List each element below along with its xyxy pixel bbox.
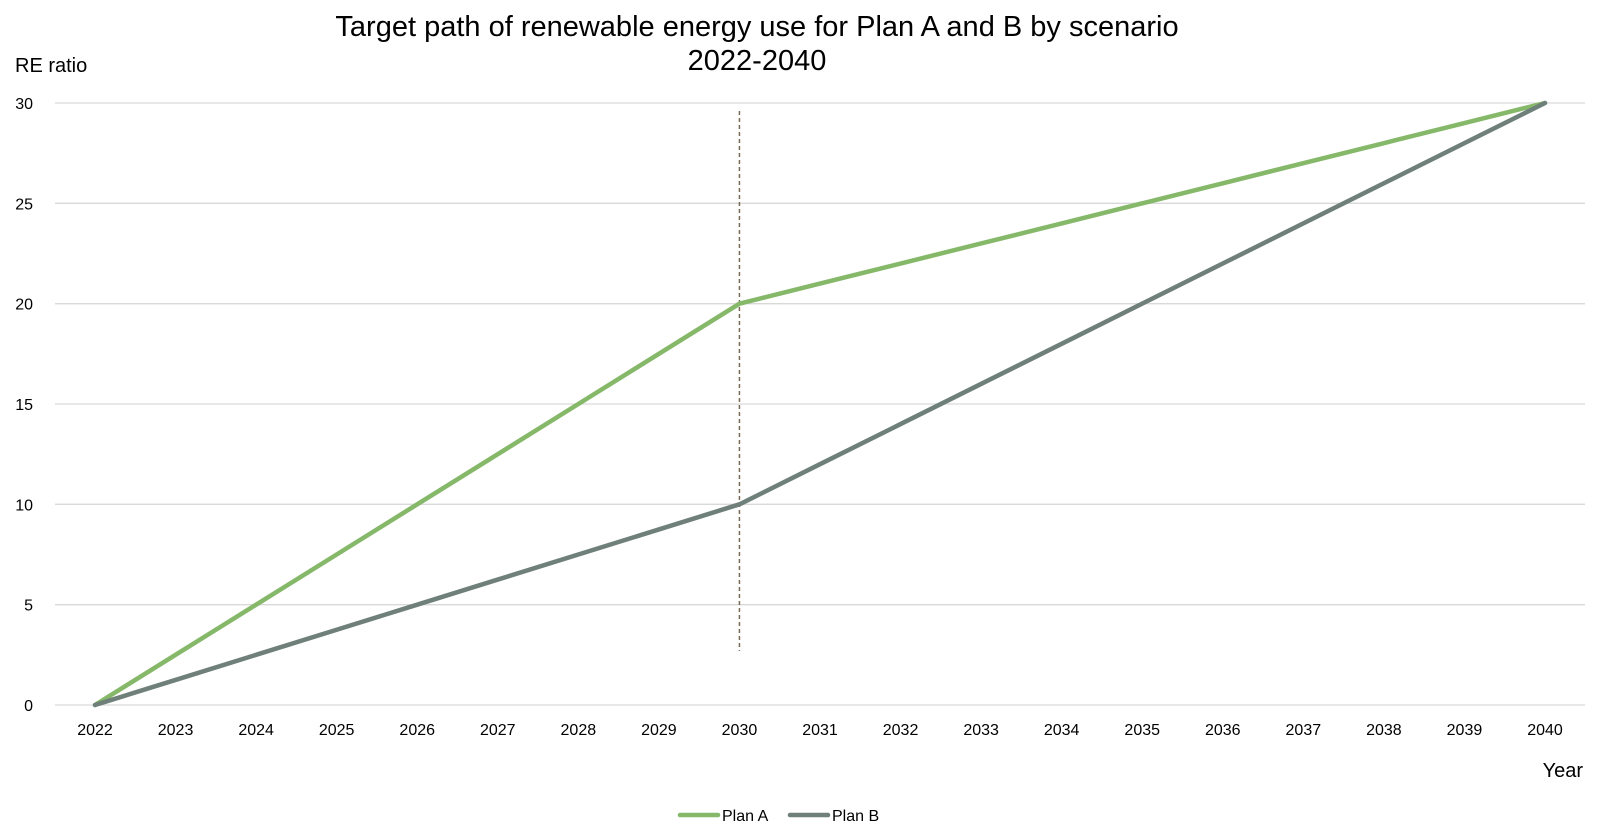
x-tick-label: 2034 bbox=[1044, 722, 1080, 739]
y-tick-labels: 0 5 10 15 20 25 30 bbox=[15, 96, 33, 715]
x-tick-label: 2036 bbox=[1205, 722, 1241, 739]
y-tick-label: 10 bbox=[15, 497, 33, 514]
chart-subtitle: 2022-2040 bbox=[688, 45, 827, 77]
x-tick-label: 2031 bbox=[802, 722, 838, 739]
y-tick-label: 25 bbox=[15, 196, 33, 213]
x-tick-label: 2029 bbox=[641, 722, 677, 739]
y-tick-label: 15 bbox=[15, 397, 33, 414]
x-tick-label: 2037 bbox=[1286, 722, 1322, 739]
x-tick-label: 2040 bbox=[1527, 722, 1563, 739]
gridlines bbox=[55, 102, 1585, 706]
x-tick-label: 2028 bbox=[561, 722, 597, 739]
x-tick-label: 2023 bbox=[158, 722, 194, 739]
series-line-plan-a bbox=[92, 100, 1548, 708]
x-axis-label: Year bbox=[1543, 760, 1584, 782]
series-lines bbox=[92, 100, 1548, 708]
y-axis-label: RE ratio bbox=[15, 55, 87, 77]
x-tick-label: 2024 bbox=[238, 722, 274, 739]
legend-label: Plan A bbox=[722, 808, 769, 825]
legend-item-plan-b: Plan B bbox=[787, 808, 879, 825]
legend-label: Plan B bbox=[832, 808, 879, 825]
chart-title: Target path of renewable energy use for … bbox=[335, 11, 1178, 43]
x-tick-label: 2030 bbox=[722, 722, 758, 739]
x-tick-label: 2033 bbox=[963, 722, 999, 739]
x-tick-label: 2038 bbox=[1366, 722, 1402, 739]
y-tick-label: 30 bbox=[15, 96, 33, 113]
x-tick-label: 2032 bbox=[883, 722, 919, 739]
y-tick-label: 20 bbox=[15, 297, 33, 314]
y-tick-label: 5 bbox=[24, 598, 33, 615]
x-tick-label: 2035 bbox=[1124, 722, 1160, 739]
legend-item-plan-a: Plan A bbox=[677, 808, 769, 825]
x-tick-labels: 2022 2023 2024 2025 2026 2027 2028 2029 2030 2031… bbox=[77, 722, 1563, 739]
series-line-plan-b bbox=[92, 100, 1548, 708]
x-tick-label: 2026 bbox=[399, 722, 435, 739]
x-tick-label: 2027 bbox=[480, 722, 516, 739]
legend: Plan A Plan B bbox=[677, 808, 879, 825]
y-tick-label: 0 bbox=[24, 698, 33, 715]
x-tick-label: 2025 bbox=[319, 722, 355, 739]
x-tick-label: 2039 bbox=[1447, 722, 1483, 739]
x-tick-label: 2022 bbox=[77, 722, 113, 739]
